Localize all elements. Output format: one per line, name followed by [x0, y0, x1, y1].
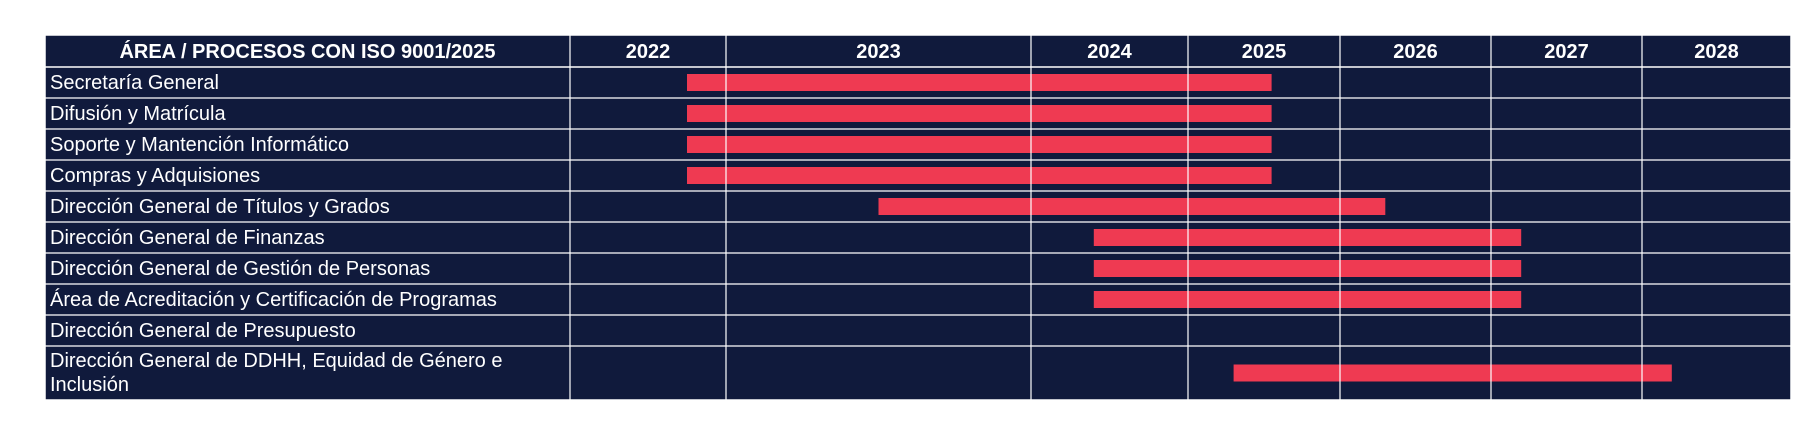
year-label-2024: 2024	[1087, 41, 1132, 63]
row-label-8: Área de Acreditación y Certificación de …	[50, 288, 497, 311]
year-label-2027: 2027	[1544, 41, 1589, 63]
row-label-6: Dirección General de Finanzas	[50, 227, 325, 249]
bar-1	[687, 74, 1272, 91]
bar-5	[878, 198, 1386, 215]
row-label-line: Inclusión	[50, 374, 129, 396]
row-label-9: Dirección General de Presupuesto	[50, 320, 356, 342]
table-background	[45, 35, 1791, 400]
header-title: ÁREA / PROCESOS CON ISO 9001/2025	[119, 40, 495, 63]
year-label-2026: 2026	[1393, 41, 1438, 63]
bar-6	[1093, 229, 1522, 246]
row-label-7: Dirección General de Gestión de Personas	[50, 258, 430, 280]
bar-7	[1093, 260, 1522, 277]
row-label-line: Dirección General de DDHH, Equidad de Gé…	[50, 350, 502, 372]
row-label-1: Secretaría General	[50, 72, 219, 94]
bar-10	[1233, 364, 1672, 382]
row-label-10: Dirección General de DDHH, Equidad de Gé…	[50, 350, 502, 396]
year-label-2028: 2028	[1694, 41, 1739, 63]
year-label-2023: 2023	[856, 41, 901, 63]
bar-3	[687, 136, 1272, 153]
year-label-2022: 2022	[626, 41, 671, 63]
bar-4	[687, 167, 1272, 184]
row-label-3: Soporte y Mantención Informático	[50, 134, 349, 156]
bar-8	[1093, 291, 1522, 308]
row-label-2: Difusión y Matrícula	[50, 103, 226, 125]
row-label-4: Compras y Adquisiones	[50, 165, 260, 187]
bar-2	[687, 105, 1272, 122]
row-label-5: Dirección General de Títulos y Grados	[50, 196, 390, 218]
year-label-2025: 2025	[1242, 41, 1287, 63]
table-border	[44, 34, 1792, 401]
